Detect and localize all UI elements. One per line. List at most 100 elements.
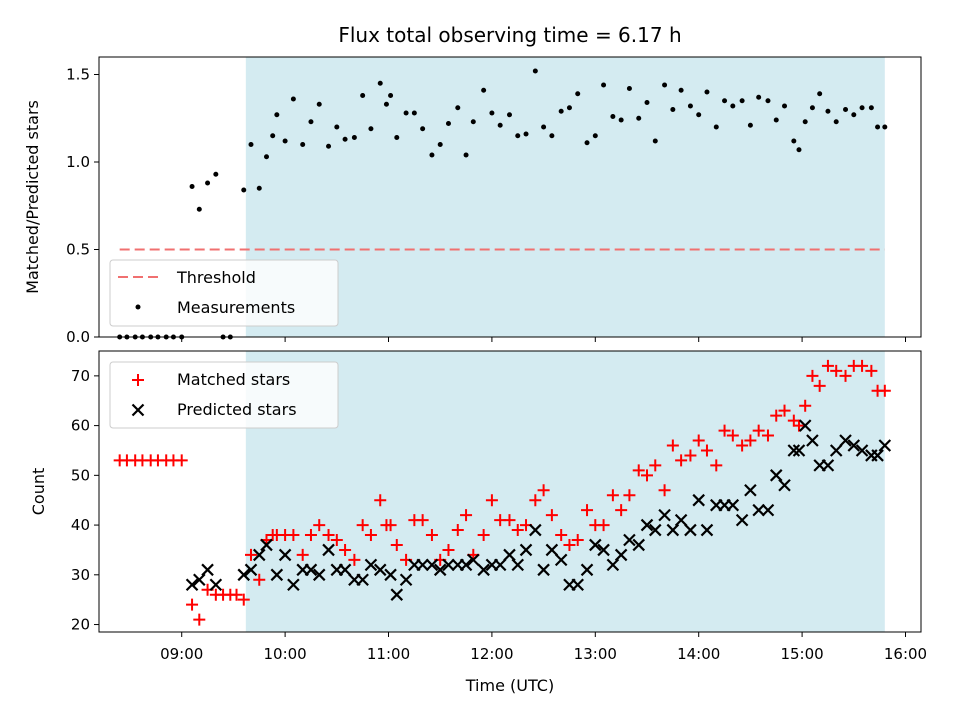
legend-predicted-label: Predicted stars (177, 400, 297, 419)
matched-star-point (700, 444, 713, 457)
matched-star-points (113, 359, 891, 626)
x-axis-label: Time (UTC) (465, 676, 554, 695)
predicted-star-point (571, 578, 585, 592)
predicted-star-point (554, 553, 568, 567)
matched-star-point (821, 359, 834, 372)
matched-star-point (537, 484, 550, 497)
measurement-point (747, 122, 753, 128)
predicted-star-point (416, 558, 429, 572)
predicted-star-point (761, 503, 775, 517)
measurement-point (696, 112, 702, 118)
measurement-point (678, 87, 684, 93)
measurement-point (342, 136, 348, 142)
measurement-point (489, 110, 495, 116)
legend-matched-symbol (132, 374, 144, 386)
predicted-star-point (384, 568, 397, 582)
matched-star-point (597, 519, 610, 532)
measurement-point (652, 138, 658, 144)
measurement-point (437, 142, 443, 147)
legend-measurements-label: Measurements (177, 298, 295, 317)
measurement-point (670, 107, 676, 112)
measurement-point (403, 110, 409, 116)
matched-star-point (230, 588, 243, 601)
predicted-star-point (744, 483, 757, 497)
predicted-star-point (503, 548, 516, 562)
predicted-star-point (356, 573, 369, 587)
bottom-legend-box (109, 361, 339, 429)
predicted-star-point (623, 533, 636, 547)
measurement-point (825, 108, 831, 114)
predicted-star-point (658, 508, 671, 522)
predicted-star-point (847, 439, 861, 452)
measurement-point (782, 103, 788, 109)
top-y-tick-label: 0.5 (66, 241, 90, 259)
measurement-point (802, 119, 808, 125)
measurement-point (290, 96, 296, 102)
measurement-point (523, 131, 529, 137)
top-legend: Threshold Measurements (109, 259, 339, 327)
measurement-point (334, 124, 340, 130)
measurement-point (196, 206, 202, 212)
predicted-star-point (821, 459, 835, 472)
predicted-star-point (201, 563, 214, 577)
measurement-point (455, 105, 461, 111)
predicted-star-point (244, 563, 258, 577)
measurement-point (377, 80, 383, 86)
matched-star-point (684, 449, 697, 462)
measurement-point (213, 171, 219, 177)
bottom-y-tick-label: 30 (71, 566, 90, 584)
top-legend-box (109, 259, 339, 327)
measurement-point (541, 124, 547, 130)
predicted-star-point (287, 578, 300, 592)
measurement-point (481, 87, 487, 93)
matched-star-point (839, 369, 852, 382)
measurement-point (300, 142, 306, 147)
matched-star-point (641, 469, 653, 482)
top-y-tick-label: 0.0 (66, 328, 90, 346)
matched-star-point (778, 404, 791, 417)
measurement-point (875, 124, 881, 130)
matched-star-point (442, 543, 455, 556)
matched-star-point (356, 519, 369, 532)
x-tick-label: 10:00 (263, 645, 306, 663)
top-observing-window (245, 57, 885, 337)
predicted-star-point (787, 444, 801, 457)
predicted-star-point (442, 558, 455, 572)
predicted-star-point (433, 563, 447, 577)
predicted-star-point (260, 538, 273, 552)
predicted-star-point (674, 513, 688, 527)
matched-star-point (390, 538, 403, 551)
predicted-star-point (493, 558, 507, 572)
matched-star-point (726, 429, 739, 442)
measurement-point (368, 126, 374, 132)
measurement-point (722, 98, 728, 104)
predicted-star-point (726, 498, 740, 512)
measurement-point (584, 140, 590, 146)
predicted-star-point (338, 563, 352, 577)
predicted-star-point (614, 548, 628, 562)
measurement-point (360, 93, 366, 98)
bottom-y-axis-label: Count (29, 468, 48, 516)
measurement-point (713, 124, 719, 130)
predicted-star-point (278, 548, 292, 562)
x-tick-label: 11:00 (367, 645, 410, 663)
predicted-star-point (459, 558, 473, 572)
bottom-y-tick-label: 20 (71, 616, 90, 634)
measurement-point (189, 184, 195, 189)
matched-star-point (304, 529, 317, 542)
measurement-point (618, 117, 624, 123)
bottom-axes-frame (98, 350, 922, 633)
measurement-point (730, 103, 736, 109)
x-tick-label: 09:00 (160, 645, 203, 663)
legend-threshold-label: Threshold (176, 268, 256, 287)
predicted-star-point (769, 469, 783, 482)
matched-star-point (186, 598, 199, 611)
predicted-star-point (752, 503, 765, 517)
predicted-star-point (399, 573, 413, 587)
measurement-point (809, 105, 815, 111)
predicted-star-point (735, 513, 749, 527)
predicted-star-point (529, 523, 542, 537)
legend-plus-mark (132, 374, 144, 386)
predicted-star-point (589, 538, 602, 552)
predicted-star-point (606, 558, 620, 572)
